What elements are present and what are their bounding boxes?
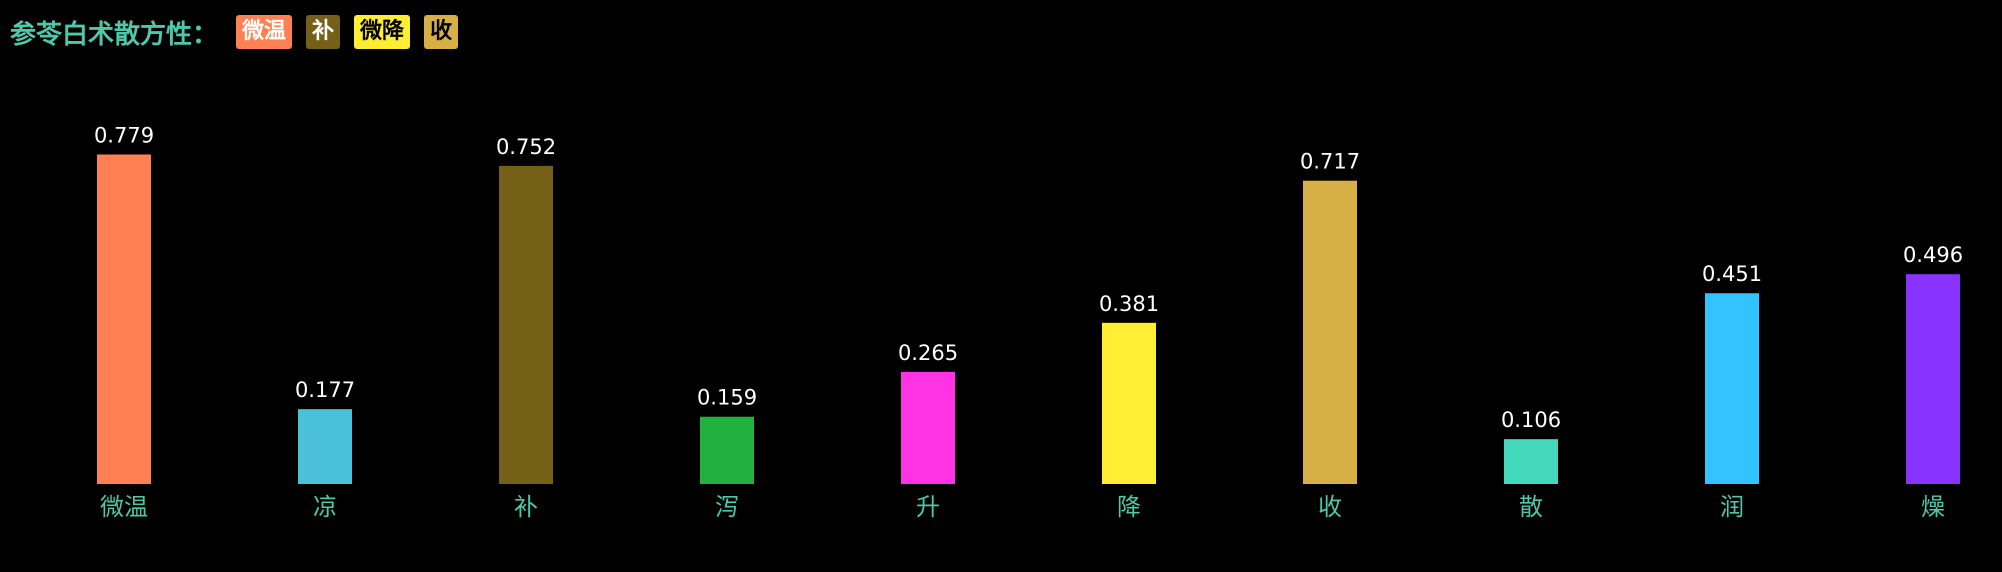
value-label: 0.779 xyxy=(94,123,154,147)
tag: 补 xyxy=(306,15,341,49)
x-tick-label: 凉 xyxy=(313,493,337,521)
bar xyxy=(700,416,754,484)
x-tick-label: 燥 xyxy=(1921,493,1945,521)
x-tick-label: 泻 xyxy=(715,493,739,521)
value-label: 0.496 xyxy=(1903,243,1963,267)
tag: 收 xyxy=(424,15,459,49)
title: 参苓白术散方性： xyxy=(10,19,219,50)
value-label: 0.106 xyxy=(1501,408,1561,432)
bar xyxy=(97,154,151,484)
value-label: 0.717 xyxy=(1300,150,1360,174)
x-tick-label: 润 xyxy=(1720,493,1744,521)
value-label: 0.381 xyxy=(1099,292,1159,316)
value-label: 0.159 xyxy=(697,386,757,410)
x-tick-label: 升 xyxy=(916,493,940,521)
bar xyxy=(1303,180,1357,485)
tag: 微温 xyxy=(236,15,293,49)
bar xyxy=(298,409,352,484)
bar xyxy=(499,165,553,485)
bar xyxy=(1102,322,1156,484)
bar xyxy=(901,371,955,484)
bar xyxy=(1504,439,1558,484)
x-tick-label: 微温 xyxy=(100,493,148,521)
header: 参苓白术散方性： 微温补微降收 xyxy=(10,12,459,52)
bar xyxy=(1705,293,1759,484)
value-label: 0.177 xyxy=(295,378,355,402)
value-label: 0.265 xyxy=(898,341,958,365)
x-tick-label: 散 xyxy=(1519,493,1543,521)
tag: 微降 xyxy=(354,15,411,49)
value-label: 0.451 xyxy=(1702,262,1762,286)
bar xyxy=(1906,274,1960,484)
x-tick-label: 降 xyxy=(1117,493,1141,521)
x-tick-label: 收 xyxy=(1318,493,1342,521)
value-label: 0.752 xyxy=(496,135,556,159)
x-tick-label: 补 xyxy=(514,493,538,521)
